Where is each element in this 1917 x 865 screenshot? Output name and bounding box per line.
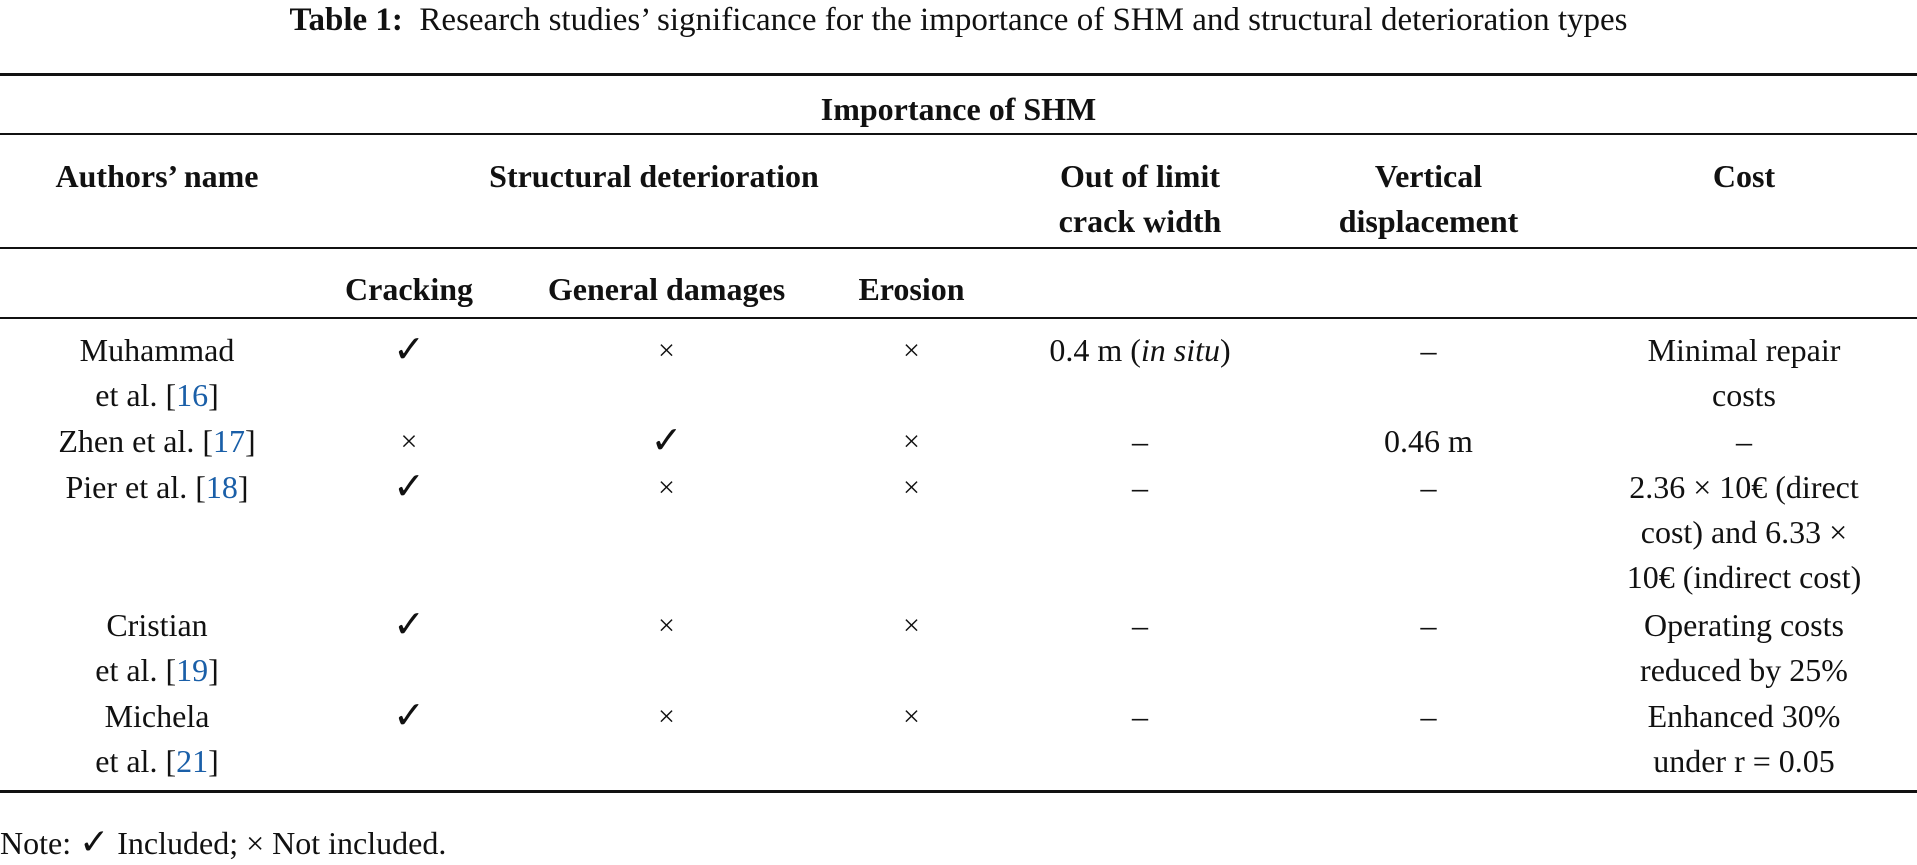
row3-crack-width: –: [1132, 469, 1148, 505]
group-header: Importance of SHM: [820, 91, 1097, 127]
row5-vertical-displacement: –: [1420, 698, 1437, 734]
caption-label: Table 1:: [289, 2, 403, 38]
row1-reference-link[interactable]: 16: [176, 377, 209, 413]
row5-cracking: ✓: [393, 695, 425, 737]
row4-cost: Operating costs reduced by 25%: [1640, 607, 1848, 688]
row4-vertical-displacement: –: [1420, 607, 1437, 643]
check-mark-icon: ✓: [79, 822, 110, 862]
row4-general-damages: ×: [658, 609, 675, 642]
row1-erosion: ×: [903, 334, 920, 367]
row2-vertical-displacement: 0.46 m: [1384, 423, 1473, 459]
row5-reference-link[interactable]: 21: [176, 743, 209, 779]
header-crack-width-line2: crack width: [1058, 203, 1222, 239]
table-caption: Table 1: Research studies’ significance …: [0, 0, 1917, 46]
row3-cost: 2.36 × 10€ (direct cost) and 6.33 × 10€ …: [1626, 469, 1862, 595]
row2-cost: –: [1736, 423, 1752, 459]
row5-crack-width: –: [1132, 698, 1148, 734]
header-crack-width: Out of limit crack width: [994, 154, 1286, 244]
row2-general-damages: ✓: [650, 420, 683, 462]
header-rule: [0, 247, 1917, 249]
row5-author: Michela et al. [21]: [95, 698, 219, 779]
group-rule: [0, 133, 1917, 135]
row2-cracking: ×: [400, 425, 418, 458]
row2-erosion: ×: [903, 425, 920, 458]
row1-cost: Minimal repair costs: [1647, 332, 1841, 413]
header-cost: Cost: [1712, 158, 1776, 194]
subheader-cracking: Cracking: [345, 271, 473, 307]
caption-text: Research studies’ significance for the i…: [419, 2, 1628, 38]
row3-vertical-displacement: –: [1420, 469, 1437, 505]
header-authors: Authors’ name: [55, 158, 259, 194]
row1-general-damages: ×: [658, 334, 675, 367]
cross-mark-icon: ×: [246, 825, 265, 861]
row3-erosion: ×: [903, 471, 920, 504]
top-rule: [0, 73, 1917, 76]
row1-crack-width: 0.4 m (in situ): [1049, 332, 1231, 368]
row3-author: Pier et al. [18]: [65, 469, 249, 505]
table-note: Note: ✓ Included; × Not included.: [0, 822, 447, 862]
bottom-rule: [0, 790, 1917, 793]
row2-author: Zhen et al. [17]: [58, 423, 256, 459]
row5-cost: Enhanced 30% under r = 0.05: [1647, 698, 1841, 779]
row3-cracking: ✓: [393, 466, 425, 508]
row1-author-line1: Muhammad: [79, 332, 235, 368]
header-structural-deterioration: Structural deterioration: [489, 158, 819, 194]
row2-reference-link[interactable]: 17: [212, 423, 245, 459]
header-vertical-line2: displacement: [1338, 203, 1519, 239]
subheader-erosion: Erosion: [858, 271, 965, 307]
row3-general-damages: ×: [658, 471, 675, 504]
row5-erosion: ×: [903, 700, 920, 733]
row2-crack-width: –: [1132, 423, 1148, 459]
row4-cracking: ✓: [393, 604, 425, 646]
row4-reference-link[interactable]: 19: [176, 652, 209, 688]
row3-reference-link[interactable]: 18: [205, 469, 238, 505]
header-crack-width-line1: Out of limit: [1060, 158, 1220, 194]
subheader-rule: [0, 317, 1917, 319]
header-vertical-line1: Vertical: [1374, 158, 1483, 194]
row4-author: Cristian et al. [19]: [95, 607, 219, 688]
row4-erosion: ×: [903, 609, 920, 642]
row5-general-damages: ×: [658, 700, 675, 733]
subheader-general-damages: General damages: [547, 271, 786, 307]
row1-author: Muhammad et al. [16]: [0, 328, 314, 418]
row1-author-line2: et al. [16]: [95, 377, 219, 413]
row1-cracking: ✓: [393, 329, 425, 371]
header-vertical-displacement: Vertical displacement: [1286, 154, 1571, 244]
row4-crack-width: –: [1132, 607, 1148, 643]
row1-vertical-displacement: –: [1420, 332, 1437, 368]
